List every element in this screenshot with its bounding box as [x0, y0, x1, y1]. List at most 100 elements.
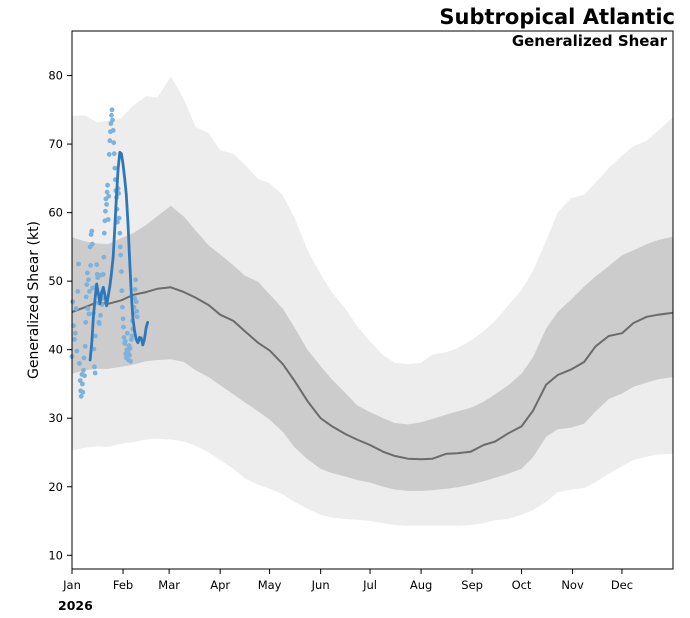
- observation-point: [84, 270, 90, 276]
- observation-point: [98, 313, 103, 318]
- observation-point: [111, 151, 117, 157]
- chart-subtitle: Generalized Shear: [512, 32, 668, 50]
- observation-point: [81, 355, 87, 361]
- observation-point: [132, 287, 138, 292]
- observation-point: [89, 228, 95, 234]
- y-tick-label: 80: [48, 69, 63, 83]
- observation-point: [124, 330, 130, 336]
- observation-point: [110, 127, 116, 133]
- x-tick-label-sep: Sep: [461, 578, 483, 592]
- observation-point: [85, 306, 91, 311]
- x-tick-label-dec: Dec: [611, 578, 633, 592]
- observation-point: [83, 294, 89, 300]
- observation-point: [73, 306, 79, 311]
- observation-point: [86, 311, 92, 317]
- observation-point: [95, 275, 101, 281]
- observation-point: [105, 182, 110, 188]
- observation-point: [101, 230, 107, 236]
- observation-point: [119, 288, 125, 294]
- observation-point: [82, 373, 87, 379]
- observation-point: [127, 352, 132, 358]
- y-tick-label: 20: [48, 480, 63, 494]
- observation-point: [76, 261, 81, 267]
- plot-frame: [71, 30, 674, 570]
- median-line: [71, 286, 674, 461]
- observation-point: [133, 277, 139, 283]
- observation-point: [72, 330, 78, 336]
- observation-point: [86, 277, 91, 283]
- observation-point: [122, 339, 128, 344]
- x-tick-label-may: May: [258, 578, 282, 592]
- chart-title: Subtropical Atlantic: [439, 5, 675, 29]
- y-tick-label: 30: [48, 411, 63, 425]
- observation-point: [133, 299, 139, 305]
- observation-point: [116, 215, 122, 221]
- observation-point: [83, 319, 89, 325]
- observation-point: [107, 138, 113, 144]
- observation-point: [81, 367, 86, 373]
- observation-point: [110, 117, 115, 123]
- x-tick-label-apr: Apr: [210, 578, 230, 592]
- observation-point: [101, 254, 107, 260]
- observation-point: [84, 282, 90, 287]
- y-axis-label: Generalized Shear (kt): [26, 221, 42, 379]
- observation-point: [72, 337, 77, 342]
- observation-point: [75, 289, 81, 294]
- x-tick-label-nov: Nov: [561, 578, 584, 592]
- observation-point: [100, 271, 106, 277]
- observation-point: [104, 189, 110, 195]
- observation-point: [117, 230, 123, 236]
- year-label: 2026: [58, 598, 93, 613]
- observation-point: [94, 262, 100, 268]
- observation-point: [93, 333, 98, 339]
- observation-point: [88, 263, 93, 268]
- observation-point: [118, 252, 124, 258]
- observation-point: [117, 244, 123, 250]
- x-tick-label-oct: Oct: [512, 578, 532, 592]
- observation-point: [109, 107, 115, 113]
- p25-p75-band: [72, 205, 673, 491]
- observation-point: [92, 364, 97, 370]
- plot-area: [69, 76, 674, 526]
- observation-point: [121, 335, 127, 340]
- y-tick-label: 10: [48, 548, 63, 562]
- observation-point: [127, 345, 133, 351]
- observation-point: [112, 165, 118, 171]
- x-tick-label-aug: Aug: [410, 578, 432, 592]
- observation-point: [104, 202, 109, 207]
- x-tick-label-mar: Mar: [158, 578, 180, 592]
- observation-point: [129, 333, 135, 339]
- observation-point: [105, 217, 111, 222]
- x-tick-label-feb: Feb: [113, 578, 133, 592]
- observation-point: [80, 381, 85, 387]
- observation-point: [87, 289, 92, 294]
- observation-point: [111, 140, 117, 146]
- x-tick-label-jul: Jul: [362, 578, 377, 592]
- y-tick-label: 70: [48, 137, 63, 151]
- y-tick-label: 50: [48, 274, 63, 288]
- observation-point: [128, 358, 134, 364]
- y-tick-label: 60: [48, 206, 63, 220]
- x-tick-label-jan: Jan: [62, 578, 81, 592]
- axes: 10 20 30 40 50 60 70 80 Jan Feb Mar Apr May Jun Jul Aug…: [48, 30, 674, 592]
- observed-line: [88, 150, 150, 362]
- observation-point: [77, 378, 83, 383]
- observation-point: [96, 321, 102, 326]
- observation-point: [106, 193, 112, 199]
- observation-point: [120, 304, 125, 310]
- observation-point: [77, 361, 82, 366]
- observation-point: [134, 308, 140, 314]
- x-tick-label-jun: Jun: [311, 578, 330, 592]
- observation-point: [121, 324, 126, 330]
- observation-point: [109, 112, 114, 118]
- observation-point: [106, 152, 112, 157]
- observation-point: [80, 389, 86, 395]
- y-tick-label: 40: [48, 343, 63, 357]
- observation-point: [103, 208, 108, 214]
- observation-point: [92, 370, 98, 376]
- observation-point: [74, 348, 80, 354]
- observation-point: [119, 269, 124, 274]
- observation-point: [89, 241, 95, 247]
- observation-point: [78, 393, 84, 399]
